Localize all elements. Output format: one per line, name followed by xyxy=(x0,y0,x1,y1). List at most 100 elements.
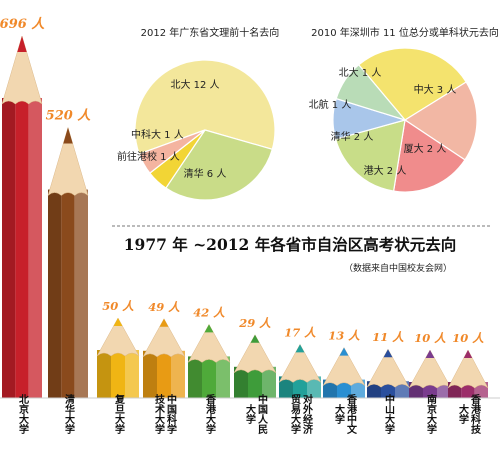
category-label-text: 香港科技 xyxy=(469,393,481,435)
category-label: 香港大学 xyxy=(204,393,216,435)
pencil-bar: 520 人 xyxy=(46,108,92,398)
category-label-text: 贸易大学 xyxy=(289,393,301,435)
pencil-body xyxy=(61,189,75,398)
value-label: 42 人 xyxy=(193,305,225,319)
category-label-text: 北京大学 xyxy=(17,393,29,435)
pie-slice-label: 清华 2 人 xyxy=(331,130,374,143)
pencil-bar: 10 人 xyxy=(408,331,452,398)
value-label: 29 人 xyxy=(238,316,271,330)
pencil-lead xyxy=(339,347,349,356)
pie-slice-label: 清华 6 人 xyxy=(184,167,227,180)
category-label-text: 香港大学 xyxy=(204,393,216,435)
value-label: 10 人 xyxy=(452,331,484,345)
pie-slice xyxy=(357,47,468,121)
bar-chart-title: 1977 年 ~2012 年各省市自治区高考状元去向 xyxy=(124,235,456,254)
pencil-bar: 29 人 xyxy=(233,316,277,398)
pencil-body xyxy=(262,366,276,398)
category-label-text: 中国人民 xyxy=(256,393,268,435)
pencil-bar: 49 人 xyxy=(142,300,186,398)
category-label-text: 中山大学 xyxy=(383,393,395,435)
category-label: 中山大学 xyxy=(383,393,395,435)
pencil-bar: 17 人 xyxy=(278,325,322,398)
value-label: 10 人 xyxy=(414,331,446,345)
pie-slice xyxy=(392,118,466,193)
pie-slice-label: 港大 2 人 xyxy=(364,164,407,177)
pencil-bar: 696 人 xyxy=(0,16,45,398)
pencil-bar: 11 人 xyxy=(366,330,410,398)
pencil-lead xyxy=(463,350,473,358)
pencil-body xyxy=(381,381,395,398)
pencil-body xyxy=(28,98,42,398)
pie-slice-label: 北大 12 人 xyxy=(170,78,219,91)
pencil-body xyxy=(216,356,230,398)
pencil-lead xyxy=(113,318,123,326)
pencil-body xyxy=(2,98,16,398)
pencil-body xyxy=(111,350,125,398)
value-label: 17 人 xyxy=(284,325,316,339)
value-label: 520 人 xyxy=(46,108,92,124)
pie-slice xyxy=(334,119,406,192)
category-label: 清华大学 xyxy=(63,393,75,435)
pie-slice xyxy=(138,129,206,174)
value-label: 50 人 xyxy=(102,299,134,313)
pencil-body xyxy=(48,189,62,398)
pencil-wood xyxy=(447,349,489,389)
category-label: 南京大学 xyxy=(425,393,437,435)
pencil-wood xyxy=(47,126,89,197)
pie-slice-label: 北大 1 人 xyxy=(339,66,382,79)
pencil-lead xyxy=(295,344,305,353)
category-label-text: 大学 xyxy=(457,403,469,425)
pencil-lead xyxy=(63,127,73,144)
pencil-wood xyxy=(233,334,277,374)
pencil-bar-chart: 1977 年 ~2012 年各省市自治区高考状元去向 （数据来自中国校友会网） 69… xyxy=(0,16,500,435)
pie-slice-label: 厦大 2 人 xyxy=(404,142,447,155)
pencil-wood xyxy=(1,35,43,105)
pencil-body xyxy=(293,376,307,398)
pencil-wood xyxy=(408,349,452,389)
pencil-bar: 50 人 xyxy=(96,299,140,398)
pencil-wood xyxy=(142,318,186,358)
pie-title: 2010 年深圳市 11 位总分或单科状元去向 xyxy=(311,26,499,39)
pencil-body xyxy=(307,376,321,398)
pencil-body xyxy=(323,379,337,398)
pencil-wood xyxy=(96,317,140,357)
category-label: 北京大学 xyxy=(17,393,29,435)
pencil-body xyxy=(202,356,216,398)
pencil-body xyxy=(279,376,293,398)
pie-title: 2012 年广东省文理前十名去向 xyxy=(141,26,280,39)
category-label-text: 复旦大学 xyxy=(113,393,126,435)
pencil-lead xyxy=(204,324,214,333)
pencil-wood xyxy=(187,323,231,363)
pencil-bar: 10 人 xyxy=(447,331,489,398)
category-label-text: 南京大学 xyxy=(425,393,437,435)
pencil-body xyxy=(74,189,88,398)
pencil-body xyxy=(395,381,409,398)
bar-chart-subtitle: （数据来自中国校友会网） xyxy=(344,262,452,274)
value-label: 11 人 xyxy=(372,330,404,344)
category-label-text: 对外经济 xyxy=(301,393,314,435)
pencil-body xyxy=(337,379,351,398)
value-label: 49 人 xyxy=(148,300,180,314)
category-label: 复旦大学 xyxy=(113,393,126,435)
pie-slice xyxy=(335,63,407,122)
pencil-body xyxy=(188,356,202,398)
pencil-body xyxy=(248,366,262,398)
category-label-text: 大学 xyxy=(244,403,256,425)
pencil-body xyxy=(367,381,381,398)
pie-slice-label: 北航 1 人 xyxy=(309,98,352,111)
pencil-wood xyxy=(278,343,322,383)
pie-slice-label: 前往港校 1 人 xyxy=(117,150,180,163)
pencil-wood xyxy=(322,347,366,386)
pie-slice-label: 中科大 1 人 xyxy=(131,128,184,141)
category-label-text: 清华大学 xyxy=(63,393,75,435)
pencil-body xyxy=(125,350,139,398)
category-label-text: 香港中文 xyxy=(345,393,357,435)
pencil-body xyxy=(234,366,248,398)
